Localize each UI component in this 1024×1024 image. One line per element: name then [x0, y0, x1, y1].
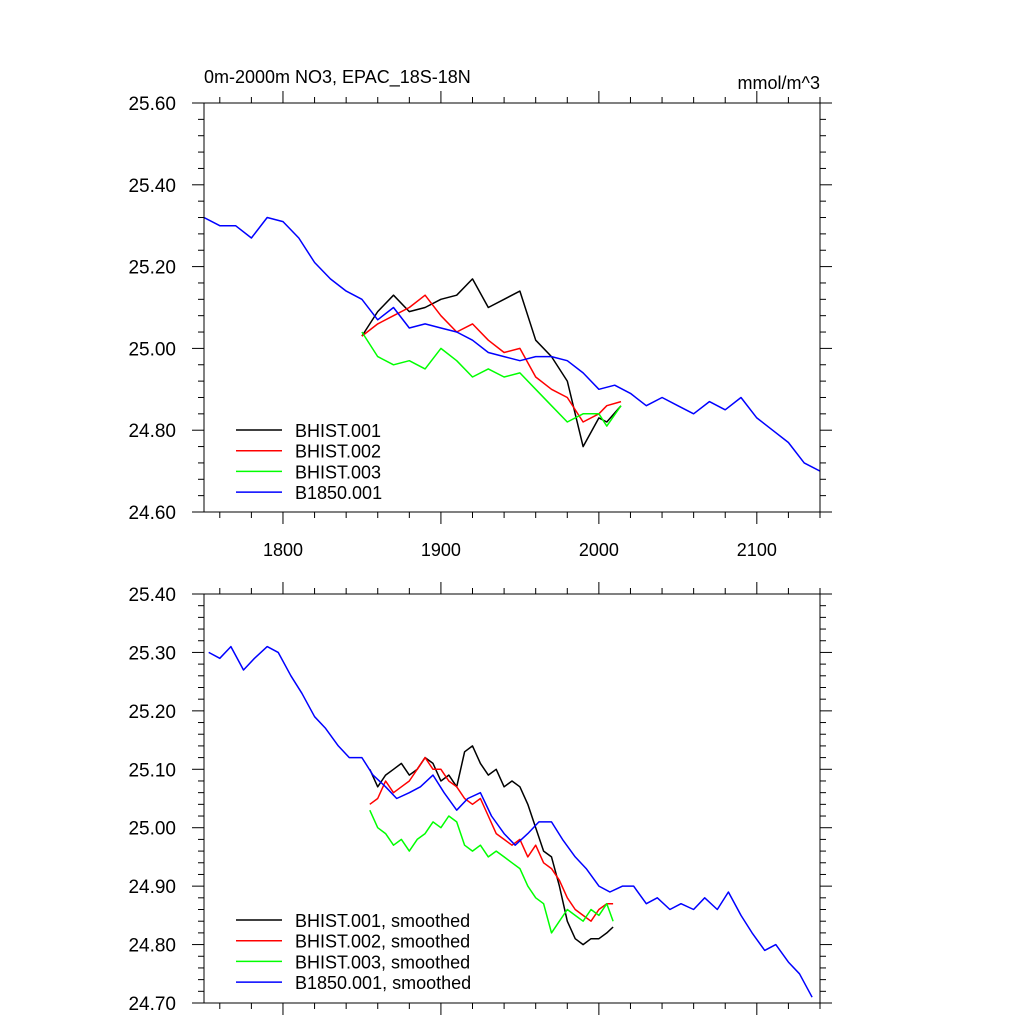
legend-label-bottom-3: B1850.001, smoothed: [295, 973, 471, 993]
x-tick-label-top-2000: 2000: [579, 540, 619, 560]
y-tick-label-top-2: 25.00: [128, 339, 176, 360]
panel-smoothed: 24.70 24.80 24.90 25.00 25.10 25.20 25.30 25.40…: [128, 582, 832, 1015]
series-line-top-2: [361, 331, 622, 427]
series-line-bottom-2: [369, 809, 614, 934]
y-tick-label-bottom-3: 25.00: [128, 819, 176, 840]
y-tick-label-top-0: 24.60: [128, 503, 176, 524]
legend-label-top-2: BHIST.003: [295, 462, 381, 482]
series-line-bottom-3: [208, 645, 813, 998]
series-line-bottom-0: [369, 745, 614, 946]
y-tick-label-bottom-6: 25.30: [128, 643, 176, 664]
y-tick-label-top-1: 24.80: [128, 421, 176, 442]
y-tick-label-top-4: 25.40: [128, 176, 176, 197]
units-label: mmol/m^3: [738, 73, 820, 93]
y-tick-label-bottom-2: 24.90: [128, 877, 176, 898]
series-line-top-1: [361, 294, 622, 423]
y-tick-label-bottom-7: 25.40: [128, 585, 176, 606]
y-tick-label-bottom-1: 24.80: [128, 936, 176, 957]
y-tick-label-top-5: 25.60: [128, 94, 176, 115]
legend-label-bottom-0: BHIST.001, smoothed: [295, 911, 470, 931]
series-line-top-3: [204, 216, 820, 472]
legend-label-bottom-2: BHIST.003, smoothed: [295, 952, 470, 972]
plot-frame-bottom: [203, 593, 821, 1004]
chart-title: 0m-2000m NO3, EPAC_18S-18N: [204, 67, 471, 88]
x-tick-label-top-2100: 2100: [737, 540, 777, 560]
legend-label-top-0: BHIST.001: [295, 421, 381, 441]
legend-label-top-3: B1850.001: [295, 483, 382, 503]
y-tick-label-bottom-5: 25.20: [128, 702, 176, 723]
legend-label-bottom-1: BHIST.002, smoothed: [295, 932, 470, 952]
x-tick-label-top-1800: 1800: [263, 540, 303, 560]
plot-frame-top: [203, 102, 821, 513]
panel-raw: 1800 1900 2000 2100 24.60 24.80 25.00 25.20 25.4…: [128, 91, 832, 560]
x-tick-label-top-1900: 1900: [421, 540, 461, 560]
y-tick-label-bottom-0: 24.70: [128, 994, 176, 1015]
series-line-bottom-1: [369, 756, 614, 922]
legend-label-top-1: BHIST.002: [295, 442, 381, 462]
y-tick-label-bottom-4: 25.10: [128, 760, 176, 781]
y-tick-label-top-3: 25.20: [128, 258, 176, 279]
